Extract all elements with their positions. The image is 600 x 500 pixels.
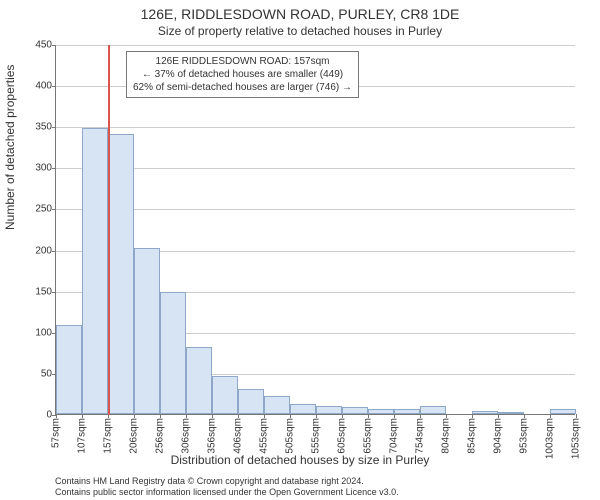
xtick-label: 953sqm: [519, 418, 530, 454]
xtick-label: 854sqm: [467, 418, 478, 454]
xtick-label: 505sqm: [285, 418, 296, 454]
histogram-bar: [498, 412, 524, 414]
histogram-bar: [550, 409, 576, 414]
xtick-label: 605sqm: [337, 418, 348, 454]
annotation-line-2: ← 37% of detached houses are smaller (44…: [133, 68, 352, 81]
chart-title-sub: Size of property relative to detached ho…: [0, 24, 600, 38]
grid-line: [56, 45, 575, 46]
ytick-label: 300: [35, 163, 52, 174]
ytick-mark: [52, 127, 56, 128]
ytick-mark: [52, 45, 56, 46]
ytick-label: 350: [35, 122, 52, 133]
histogram-bar: [134, 248, 160, 414]
xtick-label: 206sqm: [129, 418, 140, 454]
ytick-label: 50: [41, 368, 52, 379]
histogram-bar: [342, 407, 368, 414]
xtick-label: 555sqm: [311, 418, 322, 454]
histogram-bar: [264, 396, 290, 414]
grid-line: [56, 127, 575, 128]
ytick-label: 200: [35, 245, 52, 256]
ytick-mark: [52, 86, 56, 87]
ytick-mark: [52, 168, 56, 169]
histogram-bar: [160, 292, 186, 414]
xtick-label: 406sqm: [233, 418, 244, 454]
xtick-label: 455sqm: [259, 418, 270, 454]
marker-line: [108, 45, 110, 415]
histogram-bar: [316, 406, 342, 414]
xtick-label: 107sqm: [77, 418, 88, 454]
y-axis-label: Number of detached properties: [3, 65, 17, 230]
attribution: Contains HM Land Registry data © Crown c…: [55, 476, 399, 499]
ytick-label: 400: [35, 81, 52, 92]
ytick-mark: [52, 209, 56, 210]
histogram-bar: [56, 325, 82, 414]
histogram-bar: [420, 406, 446, 414]
plot-area: 05010015020025030035040045057sqm107sqm15…: [55, 45, 575, 415]
xtick-label: 754sqm: [415, 418, 426, 454]
ytick-label: 450: [35, 40, 52, 51]
histogram-bar: [212, 376, 238, 414]
xtick-label: 904sqm: [493, 418, 504, 454]
marker-annotation: 126E RIDDLESDOWN ROAD: 157sqm ← 37% of d…: [126, 51, 359, 98]
xtick-label: 306sqm: [181, 418, 192, 454]
x-axis-label: Distribution of detached houses by size …: [0, 453, 600, 467]
annotation-line-3: 62% of semi-detached houses are larger (…: [133, 81, 352, 94]
attribution-line-1: Contains HM Land Registry data © Crown c…: [55, 476, 399, 487]
ytick-mark: [52, 292, 56, 293]
histogram-bar: [186, 347, 212, 414]
xtick-label: 356sqm: [207, 418, 218, 454]
histogram-bar: [472, 411, 498, 414]
histogram-bar: [82, 128, 108, 414]
ytick-mark: [52, 251, 56, 252]
histogram-bar: [238, 389, 264, 414]
histogram-bar: [394, 409, 420, 414]
xtick-label: 157sqm: [103, 418, 114, 454]
histogram-bar: [290, 404, 316, 414]
chart-title-main: 126E, RIDDLESDOWN ROAD, PURLEY, CR8 1DE: [0, 6, 600, 22]
histogram-bar: [108, 134, 134, 414]
xtick-label: 256sqm: [155, 418, 166, 454]
chart-container: 126E, RIDDLESDOWN ROAD, PURLEY, CR8 1DE …: [0, 0, 600, 500]
xtick-label: 655sqm: [363, 418, 374, 454]
xtick-label: 804sqm: [441, 418, 452, 454]
ytick-label: 250: [35, 204, 52, 215]
histogram-bar: [368, 409, 394, 414]
ytick-label: 150: [35, 286, 52, 297]
ytick-label: 100: [35, 327, 52, 338]
xtick-label: 704sqm: [389, 418, 400, 454]
attribution-line-2: Contains public sector information licen…: [55, 487, 399, 498]
annotation-line-1: 126E RIDDLESDOWN ROAD: 157sqm: [133, 55, 352, 68]
xtick-label: 57sqm: [51, 418, 62, 448]
